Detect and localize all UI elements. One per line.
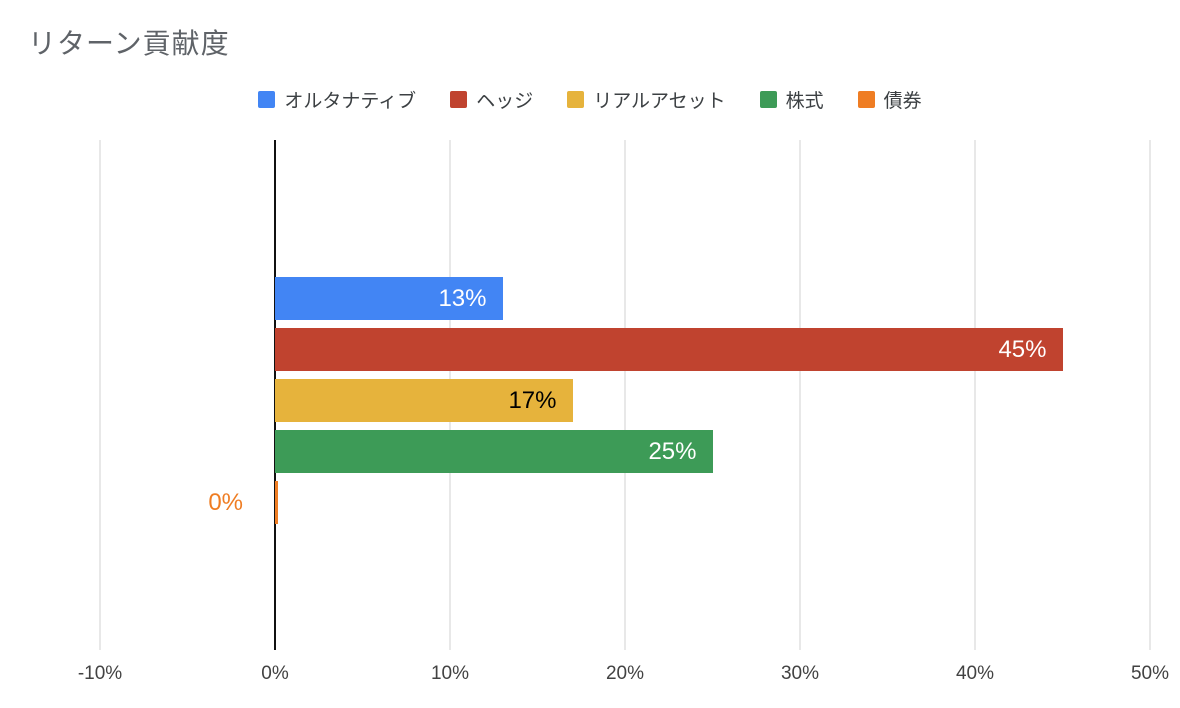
x-axis-tick-label: -10% (77, 663, 123, 684)
bar-value-label: 0% (208, 489, 243, 516)
x-axis-tick-label: 10% (430, 663, 470, 684)
legend-label: ヘッジ (476, 91, 534, 112)
legend-item: リアルアセット (567, 86, 726, 113)
chart-title: リターン貢献度 (28, 28, 230, 59)
legend-item: オルタナティブ (258, 86, 416, 113)
bar-value-label: 45% (998, 336, 1047, 363)
grid-line (974, 140, 976, 650)
bar-1 (275, 277, 503, 320)
grid-line (799, 140, 801, 650)
bar-value-label: 25% (648, 438, 697, 465)
grid-line (99, 140, 101, 650)
x-axis-tick-label: 20% (605, 663, 645, 684)
bar-4 (275, 430, 713, 473)
bar-5 (275, 481, 278, 524)
grid-line (624, 140, 626, 650)
legend-item: ヘッジ (450, 86, 533, 113)
legend-item: 債券 (857, 86, 922, 113)
legend-label: 債券 (883, 91, 922, 112)
bar-2 (275, 328, 1063, 371)
x-axis-tick-label: 40% (955, 663, 995, 684)
legend-swatch-icon (857, 91, 875, 108)
x-axis-tick-label: 30% (780, 663, 820, 684)
bar-value-label: 13% (438, 285, 487, 312)
legend-swatch-icon (450, 91, 468, 108)
legend-label: オルタナティブ (284, 91, 417, 112)
legend-label: 株式 (785, 91, 824, 112)
x-axis-tick-label: 50% (1130, 663, 1170, 684)
x-axis-tick-label: 0% (261, 663, 289, 684)
chart-legend: オルタナティブ ヘッジ リアルアセット 株式 債券 (0, 86, 1180, 113)
legend-swatch-icon (258, 91, 276, 108)
legend-swatch-icon (567, 91, 585, 108)
legend-item: 株式 (759, 86, 824, 113)
legend-swatch-icon (759, 91, 777, 108)
legend-label: リアルアセット (593, 91, 726, 112)
grid-line (1149, 140, 1151, 650)
bar-3 (275, 379, 573, 422)
bar-value-label: 17% (508, 387, 557, 414)
